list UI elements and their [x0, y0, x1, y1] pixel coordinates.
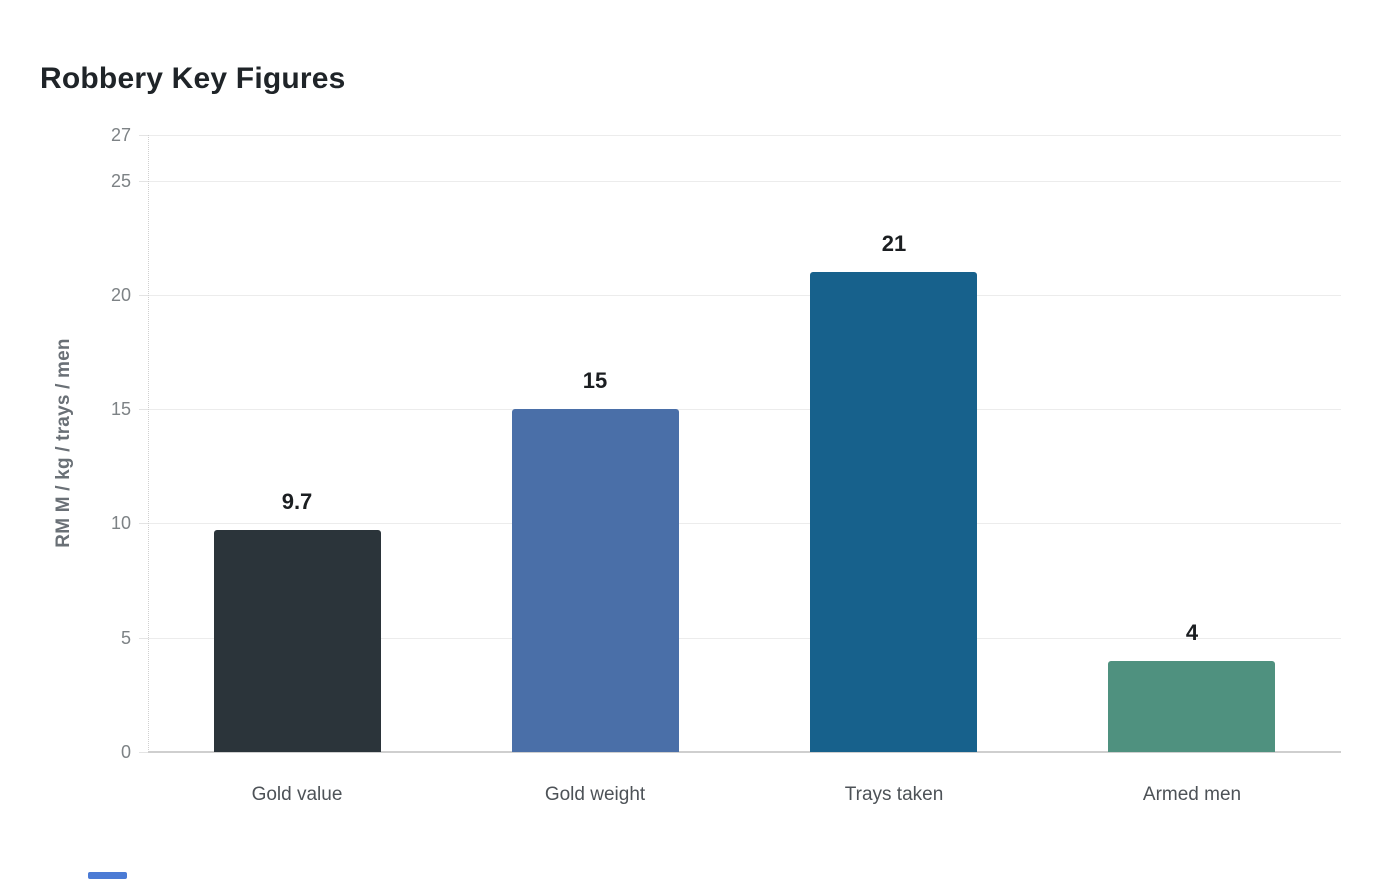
gridline [148, 638, 1341, 639]
y-tick-label: 27 [110, 125, 131, 145]
x-axis-baseline [148, 751, 1341, 753]
y-tick-mark [139, 295, 148, 296]
bar-value-label: 21 [881, 231, 907, 256]
bar-value-label: 4 [1185, 620, 1199, 645]
gridline [148, 523, 1341, 524]
y-tick-label: 10 [110, 513, 131, 533]
x-category-label: Armed men [1142, 784, 1242, 805]
y-tick-label: 15 [110, 399, 131, 419]
bar-gold-value [214, 530, 381, 752]
y-tick-mark [139, 181, 148, 182]
gridline [148, 135, 1341, 136]
bar-trays-taken [810, 272, 977, 752]
y-tick-label: 25 [110, 171, 131, 191]
y-tick-label: 5 [120, 628, 131, 648]
horizontal-scrollbar-thumb[interactable] [88, 872, 127, 879]
gridline [148, 295, 1341, 296]
x-category-label: Trays taken [844, 784, 944, 805]
bar-gold-weight [512, 409, 679, 752]
chart-title: Robbery Key Figures [40, 62, 346, 95]
y-tick-mark [139, 638, 148, 639]
gridline [148, 409, 1341, 410]
y-tick-mark [139, 409, 148, 410]
bar-value-label: 9.7 [281, 489, 313, 514]
bar-armed-men [1108, 661, 1275, 752]
x-category-label: Gold value [251, 784, 343, 805]
y-tick-label: 20 [110, 285, 131, 305]
y-tick-mark [139, 752, 148, 753]
x-category-label: Gold weight [544, 784, 646, 805]
y-tick-label: 0 [120, 742, 131, 762]
y-tick-mark [139, 135, 148, 136]
gridline [148, 181, 1341, 182]
bar-value-label: 15 [582, 368, 608, 393]
y-axis-line [148, 135, 149, 752]
y-tick-mark [139, 523, 148, 524]
